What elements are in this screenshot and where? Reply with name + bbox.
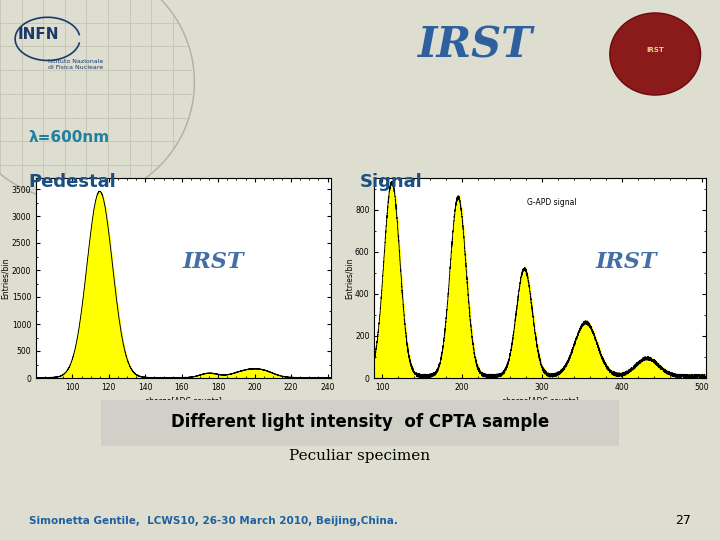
Text: Istituto Nazionale
di Fisica Nucleare: Istituto Nazionale di Fisica Nucleare [48, 59, 103, 70]
Text: Signal: Signal [360, 173, 423, 191]
Y-axis label: Entries/bin: Entries/bin [1, 258, 10, 299]
Text: INFN: INFN [17, 27, 59, 42]
Y-axis label: Entries/bin: Entries/bin [345, 258, 354, 299]
Text: IRST: IRST [182, 251, 244, 273]
Text: λ=600nm: λ=600nm [29, 130, 110, 145]
Text: Simonetta Gentile,  LCWS10, 26-30 March 2010, Beijing,China.: Simonetta Gentile, LCWS10, 26-30 March 2… [29, 516, 397, 526]
X-axis label: charge[ADC counts]: charge[ADC counts] [502, 397, 578, 407]
Ellipse shape [610, 13, 701, 95]
Text: Pedestal: Pedestal [29, 173, 117, 191]
Text: Peculiar specimen: Peculiar specimen [289, 449, 431, 463]
Text: G-APD signal: G-APD signal [527, 198, 577, 207]
X-axis label: charge[ADC counts]: charge[ADC counts] [145, 397, 222, 407]
Text: IRST: IRST [595, 251, 657, 273]
Text: IRST: IRST [418, 24, 533, 66]
Text: IRST: IRST [647, 46, 664, 53]
Text: 27: 27 [675, 514, 691, 526]
Text: Different light intensity  of CPTA sample: Different light intensity of CPTA sample [171, 413, 549, 431]
